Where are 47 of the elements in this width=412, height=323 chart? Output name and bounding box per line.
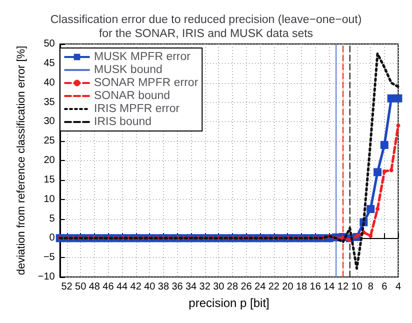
y-axis-title: deviation from reference classification error [%]	[16, 46, 28, 276]
x-tick-label: 48	[88, 282, 100, 292]
y-tick-label: 45	[44, 58, 56, 69]
legend-label: MUSK MPFR error	[94, 51, 191, 63]
x-tick-label: 6	[382, 282, 388, 292]
x-tick-label: 52	[61, 282, 73, 292]
y-tick-label: 50	[44, 38, 56, 50]
y-tick-label: 5	[49, 213, 56, 224]
y-tick-label: 15	[44, 174, 56, 186]
x-tick-label: 34	[186, 282, 198, 292]
y-tick-label: 25	[44, 136, 56, 147]
x-tick-label: 28	[226, 282, 238, 292]
y-tick-label: 0	[49, 232, 56, 244]
x-tick-label: 16	[310, 282, 322, 292]
x-tick-label: 36	[172, 282, 184, 292]
legend-label: IRIS bound	[94, 116, 152, 128]
x-tick-label: 12	[337, 282, 349, 292]
chart-title: Classification error due to reduced precision (leave−one−out) for the SONAR, IRIS and MUSK data sets	[50, 14, 362, 40]
x-tick-label: 10	[351, 282, 363, 292]
x-tick-label: 50	[75, 282, 87, 292]
legend-label: SONAR bound	[94, 90, 170, 102]
y-tick-label: 20	[44, 155, 56, 166]
y-tick-label: 40	[44, 77, 56, 88]
y-tick-label: 30	[44, 116, 56, 128]
y-tick-label: −5	[43, 252, 56, 264]
legend-label: SONAR MPFR error	[94, 77, 198, 89]
x-tick-label: 46	[102, 282, 114, 292]
x-tick-label: 24	[254, 282, 266, 292]
y-tick-label: 35	[44, 96, 56, 108]
x-tick-label: 30	[213, 282, 225, 292]
x-tick-label: 32	[199, 282, 211, 292]
x-tick-label: 8	[368, 282, 374, 292]
x-tick-label: 20	[282, 282, 294, 292]
x-tick-label: 18	[296, 282, 308, 292]
x-tick-label: 14	[324, 282, 336, 292]
legend-label: MUSK bound	[94, 64, 162, 76]
legend-label: IRIS MPFR error	[94, 103, 180, 115]
y-tick-label: 10	[44, 194, 56, 205]
y-tick-label: −10	[38, 272, 56, 282]
x-tick-label: 40	[144, 282, 156, 292]
x-tick-label: 44	[116, 282, 128, 292]
x-tick-label: 22	[268, 282, 280, 292]
x-axis-title: precision p [bit]	[188, 296, 270, 310]
x-tick-label: 42	[130, 282, 142, 292]
x-tick-label: 26	[240, 282, 252, 292]
x-tick-label: 4	[395, 282, 402, 292]
x-tick-label: 38	[158, 282, 170, 292]
